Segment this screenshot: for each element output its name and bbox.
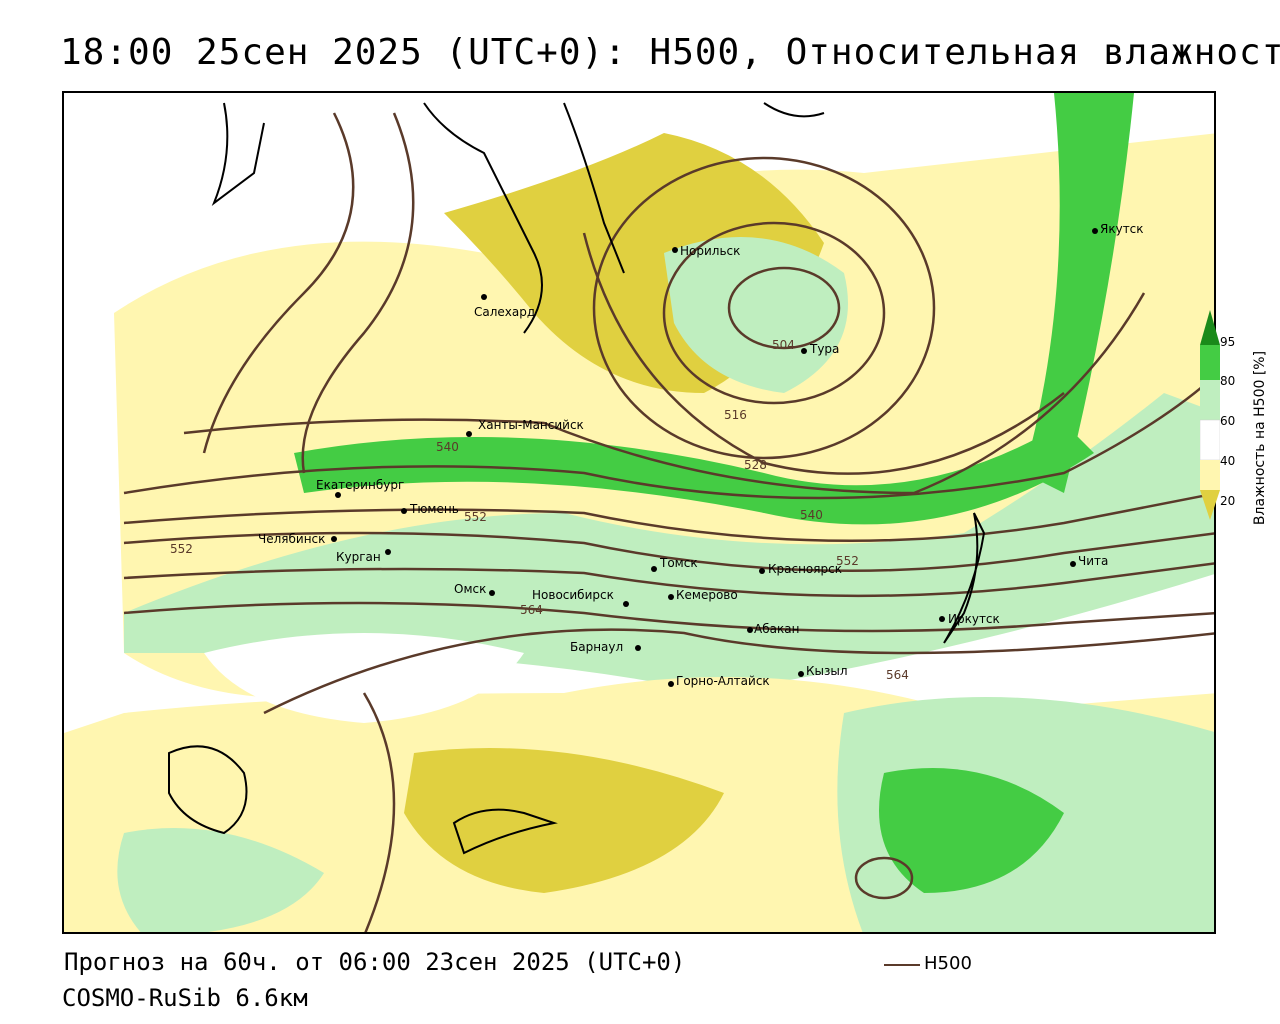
model-name: COSMO-RuSib 6.6км bbox=[62, 984, 308, 1012]
svg-text:528: 528 bbox=[744, 458, 767, 472]
svg-text:540: 540 bbox=[800, 508, 823, 522]
city-novosibirsk: Новосибирск bbox=[532, 588, 614, 602]
map-title: 18:00 25сен 2025 (UTC+0): H500, Относите… bbox=[60, 32, 1280, 73]
legend-h500-label: H500 bbox=[924, 953, 972, 974]
svg-text:516: 516 bbox=[724, 408, 747, 422]
svg-text:552: 552 bbox=[464, 510, 487, 524]
city-barnaul: Барнаул bbox=[570, 640, 623, 654]
city-markers bbox=[331, 228, 1098, 687]
colorbar-tick: 80 bbox=[1220, 374, 1236, 388]
city-kyzyl: Кызыл bbox=[806, 664, 848, 678]
svg-text:504: 504 bbox=[772, 338, 795, 352]
svg-text:564: 564 bbox=[520, 603, 543, 617]
city-krasnoyarsk: Красноярск bbox=[768, 562, 842, 576]
svg-text:564: 564 bbox=[886, 668, 909, 682]
isoline-labels: 504 516 528 540 552 564 540 552 552 564 bbox=[170, 338, 909, 682]
city-omsk: Омск bbox=[454, 582, 486, 596]
city-chelyabinsk: Челябинск bbox=[258, 532, 325, 546]
colorbar-tick: 40 bbox=[1220, 454, 1236, 468]
map-canvas: 504 516 528 540 552 564 540 552 552 564 bbox=[64, 93, 1214, 932]
city-salekhard: Салехард bbox=[474, 305, 535, 319]
city-tura: Тура bbox=[809, 342, 839, 356]
city-norilsk: Норильск bbox=[680, 244, 740, 258]
colorbar-tick: 60 bbox=[1220, 414, 1236, 428]
svg-text:552: 552 bbox=[836, 554, 859, 568]
humidity-colorbar bbox=[1200, 310, 1220, 520]
h500-isolines bbox=[123, 112, 1214, 932]
map-area: 504 516 528 540 552 564 540 552 552 564 bbox=[62, 91, 1216, 934]
city-tyumen: Тюмень bbox=[409, 502, 459, 516]
svg-text:552: 552 bbox=[170, 542, 193, 556]
city-tomsk: Томск bbox=[659, 556, 698, 570]
city-kurgan: Курган bbox=[336, 550, 381, 564]
city-kemerovo: Кемерово bbox=[676, 588, 738, 602]
colorbar-tick: 20 bbox=[1220, 494, 1236, 508]
forecast-info: Прогноз на 60ч. от 06:00 23сен 2025 (UTC… bbox=[64, 948, 686, 976]
colorbar-tick: 95 bbox=[1220, 335, 1236, 349]
city-irkutsk: Иркутск bbox=[948, 612, 1000, 626]
city-abakan: Абакан bbox=[754, 622, 799, 636]
coastlines bbox=[168, 102, 986, 855]
city-gorno-altaysk: Горно-Алтайск bbox=[676, 674, 770, 688]
city-yekaterinburg: Екатеринбург bbox=[316, 478, 404, 492]
legend-h500-line bbox=[884, 964, 920, 966]
city-yakutsk: Якутск bbox=[1100, 222, 1144, 236]
city-labels: Норильск Якутск Салехард Тура Ханты-Манс… bbox=[258, 222, 1144, 688]
svg-text:540: 540 bbox=[436, 440, 459, 454]
humidity-field bbox=[64, 93, 1214, 932]
city-khanty-mansiysk: Ханты-Мансийск bbox=[478, 418, 584, 432]
colorbar-title: Влажность на H500 [%] bbox=[1252, 350, 1268, 526]
city-chita: Чита bbox=[1078, 554, 1108, 568]
